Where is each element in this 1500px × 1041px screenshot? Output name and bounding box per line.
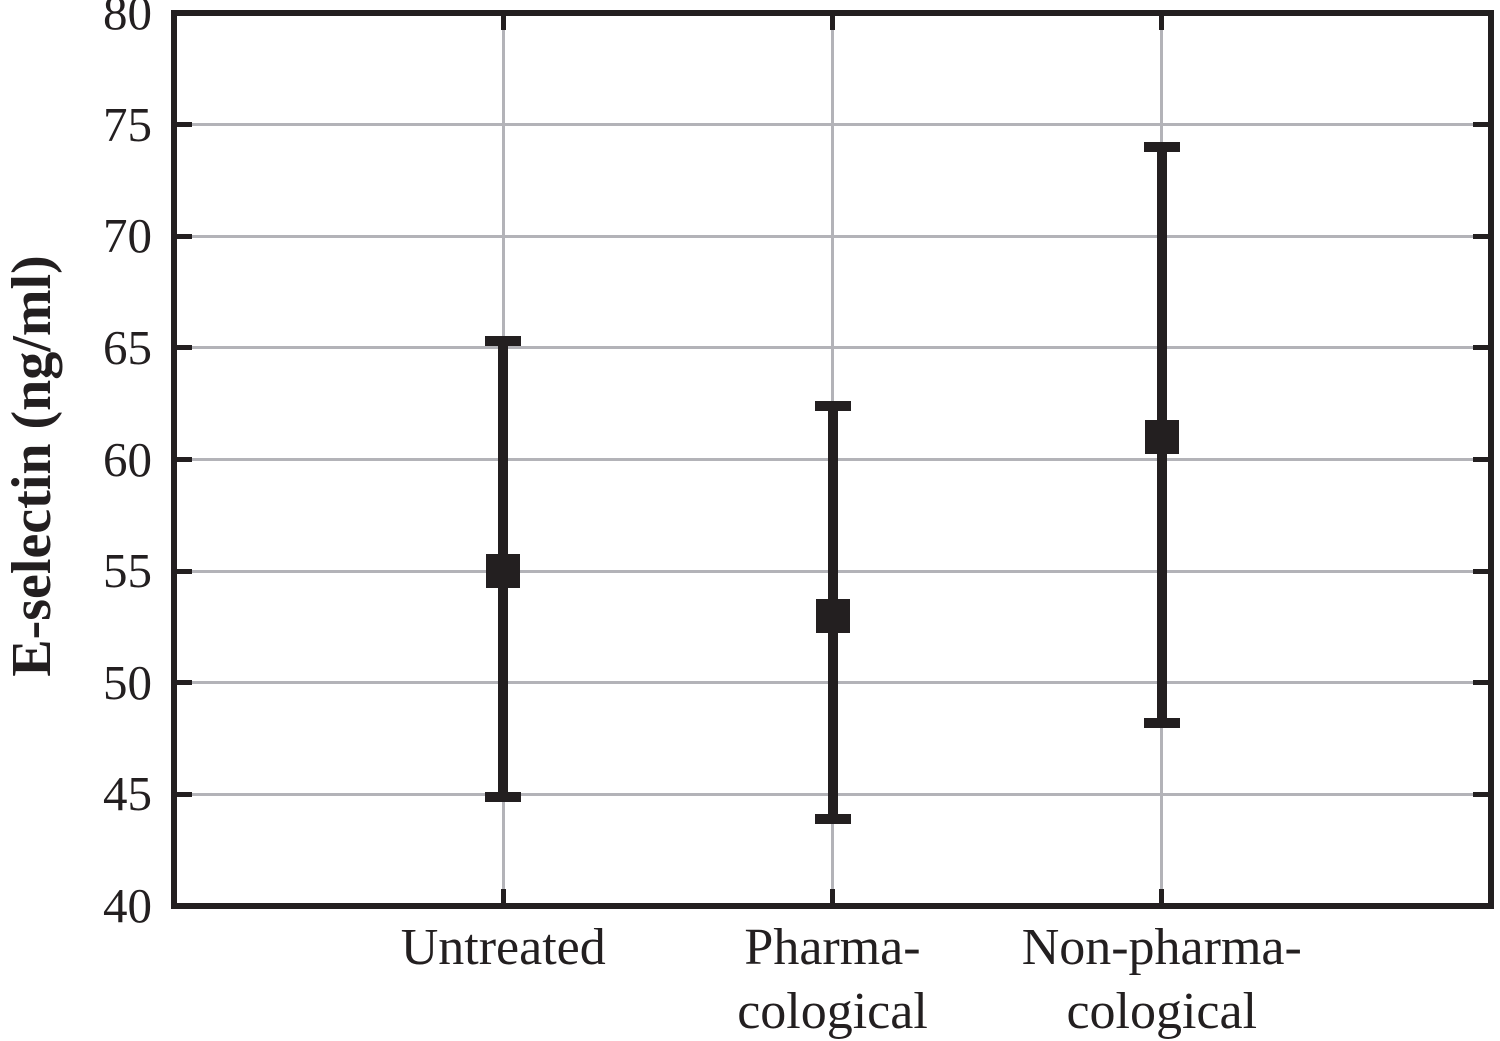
y-tick-label: 70	[103, 208, 152, 264]
x-tick-mark-bottom	[500, 889, 506, 906]
y-tick-label: 60	[103, 431, 152, 487]
x-category-label: Untreated	[400, 919, 606, 976]
y-tick-mark-left	[174, 680, 192, 686]
error-bar-cap-lower	[485, 791, 522, 802]
y-tick-mark-right	[1473, 345, 1491, 351]
mean-marker	[486, 554, 521, 589]
error-bar-cap-upper	[485, 336, 522, 347]
y-tick-label: 40	[103, 878, 152, 933]
x-category-label: Pharma- cological	[737, 919, 928, 1040]
mean-marker	[1144, 420, 1179, 455]
y-tick-label: 65	[103, 319, 152, 375]
x-tick-mark-top	[500, 13, 506, 30]
y-tick-label: 75	[103, 96, 152, 152]
y-tick-mark-right	[1473, 122, 1491, 128]
y-tick-mark-right	[1473, 233, 1491, 239]
y-tick-label: 50	[103, 654, 152, 710]
mean-marker	[815, 598, 850, 633]
y-tick-mark-right	[1473, 680, 1491, 686]
y-tick-mark-left	[174, 122, 192, 128]
y-tick-mark-left	[174, 233, 192, 239]
x-tick-mark-top	[1159, 13, 1165, 30]
error-bar-cap-upper	[1143, 141, 1180, 152]
x-category-label: Non-pharma- cological	[1021, 919, 1302, 1040]
y-tick-mark-left	[174, 457, 192, 462]
y-tick-mark-right	[1473, 457, 1491, 462]
y-tick-mark-right	[1473, 791, 1491, 797]
y-tick-mark-right	[1473, 568, 1491, 574]
error-bar-cap-upper	[814, 400, 851, 411]
x-tick-mark-bottom	[1159, 889, 1165, 906]
y-tick-mark-left	[174, 791, 192, 797]
y-tick-label: 55	[103, 543, 152, 599]
x-tick-mark-top	[830, 13, 835, 30]
y-tick-label: 80	[103, 0, 152, 40]
error-bar-cap-lower	[814, 813, 851, 824]
y-tick-mark-left	[174, 345, 192, 351]
y-tick-mark-left	[174, 568, 192, 574]
y-tick-label: 45	[103, 766, 152, 822]
x-tick-mark-bottom	[830, 889, 835, 906]
error-bar-cap-lower	[1143, 717, 1180, 728]
